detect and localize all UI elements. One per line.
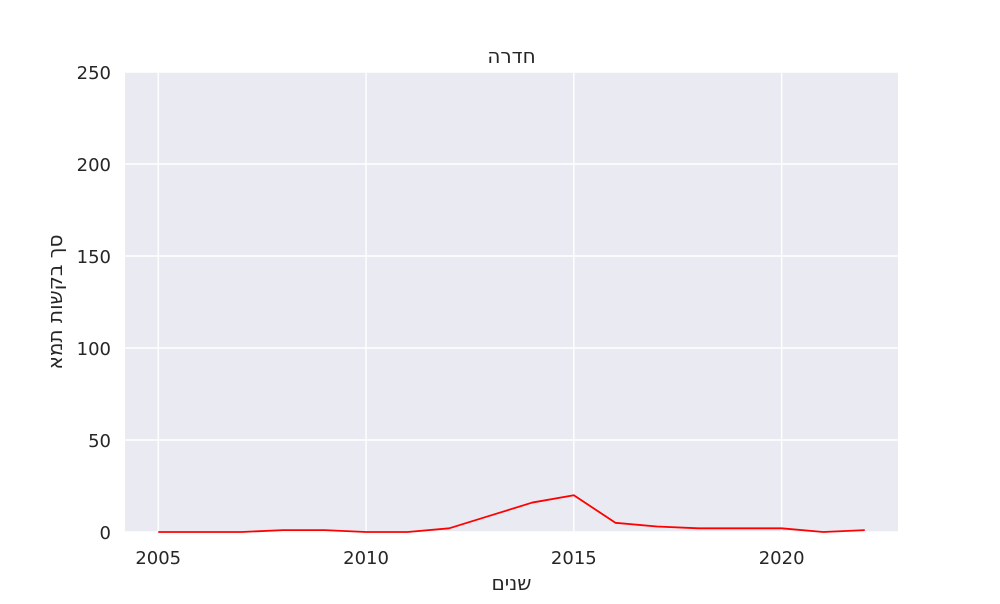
y-tick-label: 50 bbox=[88, 431, 111, 452]
grid bbox=[125, 71, 898, 533]
y-tick-label: 150 bbox=[77, 247, 111, 268]
y-tick-label: 0 bbox=[100, 523, 111, 544]
y-tick-label: 100 bbox=[77, 339, 111, 360]
chart-title: חדרה bbox=[487, 44, 535, 68]
plot-area bbox=[125, 72, 898, 532]
x-tick-label: 2005 bbox=[135, 548, 181, 569]
tick-labels: 2005 2010 2015 2020 0 50 100 150 200 250 bbox=[77, 63, 805, 569]
y-tick-label: 200 bbox=[77, 155, 111, 176]
series-line bbox=[158, 494, 865, 533]
x-tick-label: 2020 bbox=[759, 548, 805, 569]
x-tick-label: 2015 bbox=[551, 548, 597, 569]
y-axis-title: סך בקשות תמא bbox=[43, 234, 67, 369]
x-tick-label: 2010 bbox=[343, 548, 389, 569]
x-axis-title: שנים bbox=[492, 571, 532, 595]
series bbox=[158, 494, 865, 533]
y-tick-label: 250 bbox=[77, 63, 111, 84]
